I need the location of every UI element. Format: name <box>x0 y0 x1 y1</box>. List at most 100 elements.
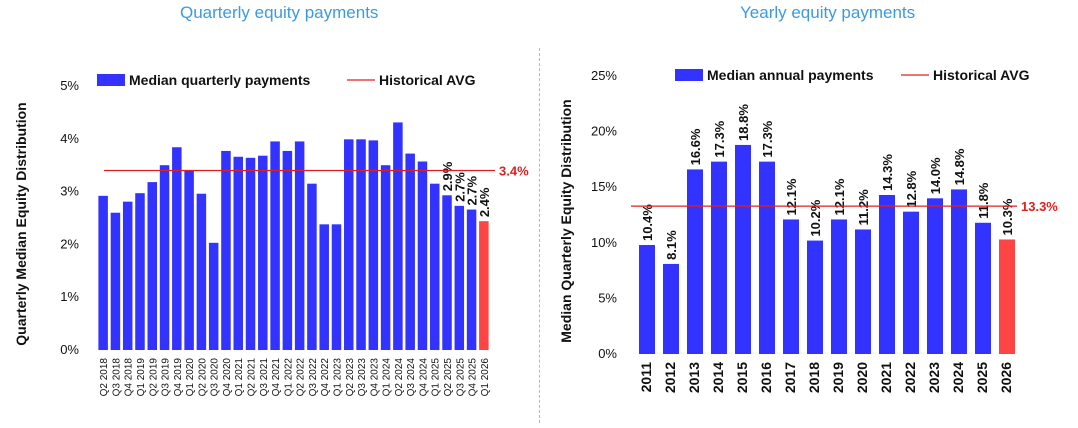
bar-q1-2021 <box>233 156 243 350</box>
bar-q2-2020 <box>196 193 207 350</box>
x-tick-label: 2024 <box>950 362 966 393</box>
y-axis-title: Median Quarterly Equity Distribution <box>558 99 574 342</box>
legend-avg-label: Historical AVG <box>379 72 476 88</box>
data-label: 11.2% <box>856 189 871 226</box>
bar-2024 <box>951 189 967 354</box>
x-tick-label: 2013 <box>686 362 702 393</box>
bar-q2-2024 <box>393 122 403 350</box>
x-tick-label: 2012 <box>662 362 678 393</box>
data-label: 11.8% <box>976 182 991 219</box>
bar-2020 <box>855 229 871 354</box>
y-axis-title: Quarterly Median Equity Distribution <box>13 102 29 345</box>
legend-series-label: Median annual payments <box>707 67 874 83</box>
bar-q2-2022 <box>294 141 305 350</box>
bar-2015 <box>735 144 751 354</box>
bar-q3-2019 <box>159 165 170 350</box>
data-label: 8.1% <box>664 230 679 260</box>
bar-2013 <box>687 169 703 354</box>
bar-q3-2021 <box>258 155 268 350</box>
x-tick-label: 2018 <box>806 362 822 393</box>
x-tick-label: Q4 2020 <box>222 358 233 397</box>
bar-q4-2022 <box>319 224 329 350</box>
quarterly-chart-title: Quarterly equity payments <box>180 3 379 22</box>
bar-q3-2024 <box>405 153 415 350</box>
data-label: 16.6% <box>688 128 703 165</box>
x-tick-label: 2015 <box>734 362 750 393</box>
data-label: 12.1% <box>784 178 799 215</box>
data-label: 14.8% <box>952 148 967 185</box>
yearly-chart-title: Yearly equity payments <box>740 3 916 22</box>
x-tick-label: 2025 <box>974 362 990 393</box>
x-tick-label: Q2 2020 <box>197 358 208 397</box>
y-tick-label: 2% <box>60 236 79 251</box>
x-tick-label: Q1 2022 <box>283 358 294 397</box>
bar-2011 <box>639 245 655 354</box>
bar-q1-2022 <box>282 150 293 350</box>
data-label: 2.7% <box>465 175 480 205</box>
x-tick-label: Q3 2024 <box>406 358 417 397</box>
bar-q4-2023 <box>368 140 379 350</box>
bar-2023 <box>927 198 943 354</box>
bar-q1-2025 <box>429 183 440 350</box>
x-tick-label: Q2 2019 <box>148 358 159 397</box>
panel-divider <box>539 48 540 423</box>
bar-q2-2023 <box>344 139 354 350</box>
historical-avg-value-label: 13.3% <box>1021 199 1058 214</box>
x-tick-label: 2020 <box>854 362 870 393</box>
x-tick-label: 2016 <box>758 362 774 393</box>
x-tick-label: Q1 2021 <box>234 358 245 397</box>
x-tick-label: Q4 2025 <box>468 358 479 397</box>
bar-2019 <box>831 219 847 354</box>
x-tick-label: Q4 2019 <box>173 358 184 397</box>
y-tick-label: 0% <box>60 342 79 357</box>
data-label: 12.1% <box>832 178 847 215</box>
x-tick-label: Q3 2020 <box>210 358 221 397</box>
bar-q3-2022 <box>307 183 317 350</box>
x-tick-label: Q4 2024 <box>418 358 429 397</box>
bar-q1-2023 <box>331 224 342 350</box>
data-label: 10.2% <box>808 199 823 236</box>
y-tick-label: 4% <box>60 131 79 146</box>
y-tick-label: 1% <box>60 289 79 304</box>
x-tick-label: 2023 <box>926 362 942 393</box>
x-tick-label: 2026 <box>998 362 1014 393</box>
x-tick-label: Q4 2022 <box>320 358 331 397</box>
bar-2021 <box>879 194 895 354</box>
bar-q4-2025 <box>466 209 477 350</box>
x-tick-label: Q2 2023 <box>345 358 356 397</box>
data-label: 12.8% <box>904 170 919 207</box>
x-tick-label: Q1 2025 <box>431 358 442 397</box>
data-label: 10.3% <box>1000 198 1015 235</box>
x-tick-label: Q3 2018 <box>111 358 122 397</box>
bar-q1-2019 <box>135 193 145 350</box>
bar-2026 <box>999 239 1015 354</box>
x-tick-label: Q1 2026 <box>480 358 491 397</box>
y-tick-label: 25% <box>591 68 617 83</box>
bar-2018 <box>807 240 823 354</box>
data-label: 18.8% <box>736 104 751 141</box>
x-tick-label: Q4 2018 <box>124 358 135 397</box>
bar-q4-2018 <box>122 201 133 350</box>
x-tick-label: Q3 2023 <box>357 358 368 397</box>
bar-2022 <box>903 211 919 354</box>
bar-q1-2026 <box>479 221 489 350</box>
x-tick-label: 2021 <box>878 362 894 393</box>
legend-series-swatch <box>675 69 703 81</box>
legend-series-label: Median quarterly payments <box>129 72 310 88</box>
y-tick-label: 5% <box>60 78 79 93</box>
y-tick-label: 10% <box>591 235 617 250</box>
y-tick-label: 0% <box>598 346 617 361</box>
bar-q4-2024 <box>417 161 428 350</box>
x-tick-label: 2019 <box>830 362 846 393</box>
bar-q3-2018 <box>110 212 121 350</box>
data-label: 14.0% <box>928 157 943 194</box>
data-label: 10.4% <box>640 204 655 241</box>
y-tick-label: 5% <box>598 290 617 305</box>
x-tick-label: Q4 2021 <box>271 358 282 397</box>
legend-series-swatch <box>97 74 125 86</box>
x-tick-label: Q4 2023 <box>369 358 380 397</box>
data-label: 2.9% <box>440 161 455 191</box>
x-tick-label: 2022 <box>902 362 918 393</box>
bar-q2-2021 <box>245 157 256 350</box>
